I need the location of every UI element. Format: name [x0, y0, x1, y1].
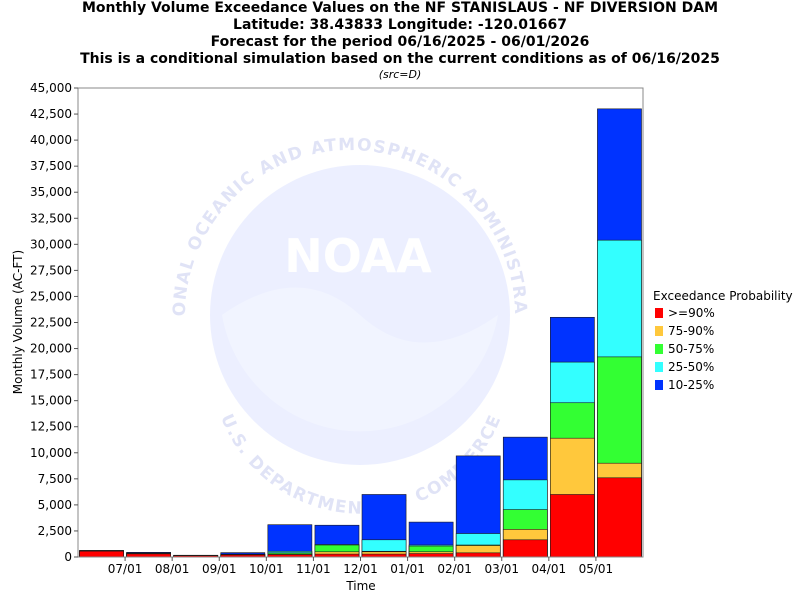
bar-1-9	[455, 552, 501, 558]
legend-items: >=90% 75-90% 50-75% 25-50% 10-25%	[653, 304, 800, 394]
chart-title-line-4: This is a conditional simulation based o…	[80, 51, 720, 67]
legend-swatch	[655, 308, 663, 318]
y-tick-label: 22,500	[30, 316, 72, 330]
noaa-watermark: NOAA NATIONAL OCEANIC AND ATMOSPHERIC AD…	[0, 0, 529, 519]
legend-item: 50-75%	[653, 340, 800, 358]
bar-1-12	[597, 477, 642, 558]
x-tick-label: 09/01	[202, 562, 237, 576]
x-tick-label: 03/01	[484, 562, 519, 576]
y-tick-label: 30,000	[30, 237, 72, 251]
legend-label: >=90%	[668, 306, 715, 320]
legend-item: 75-90%	[653, 322, 800, 340]
y-tick-label: 17,500	[30, 368, 72, 382]
x-tick-label: 08/01	[155, 562, 190, 576]
bar-1-8	[408, 553, 454, 558]
chart-title-line-1: Monthly Volume Exceedance Values on the …	[81, 0, 719, 16]
axes-group: 0 2,500 5,000 7,500 10,000 12,500 15,000 17,500…	[30, 81, 644, 576]
x-tick-label: 05/01	[579, 562, 614, 576]
chart-title-line-3: Forecast for the period 06/16/2025 - 06/…	[210, 34, 590, 50]
y-axis-label: Monthly Volume (AC-FT)	[11, 250, 25, 394]
y-tick-label: 0	[64, 550, 72, 564]
bars-group	[79, 108, 642, 558]
y-tick-label: 40,000	[30, 133, 72, 147]
x-tick-label: 10/01	[249, 562, 284, 576]
legend-swatch	[655, 326, 663, 336]
y-tick-label: 37,500	[30, 159, 72, 173]
legend: Exceedance Probability >=90% 75-90% 50-75%…	[653, 289, 800, 394]
y-tick-label: 42,500	[30, 107, 72, 121]
legend-label: 10-25%	[668, 378, 715, 392]
legend-item: >=90%	[653, 304, 800, 322]
legend-label: 50-75%	[668, 342, 715, 356]
y-tick-label: 15,000	[30, 394, 72, 408]
chart-titles: Monthly Volume Exceedance Values on the …	[0, 0, 800, 82]
x-tick-label: 07/01	[108, 562, 143, 576]
x-tick-label: 01/01	[390, 562, 425, 576]
y-tick-label: 10,000	[30, 446, 72, 460]
bar-1-10	[502, 539, 548, 558]
y-tick-label: 35,000	[30, 185, 72, 199]
legend-label: 25-50%	[668, 360, 715, 374]
x-tick-label: 11/01	[296, 562, 331, 576]
legend-swatch	[655, 380, 663, 390]
y-tick-label: 25,000	[30, 289, 72, 303]
chart-title-line-2: Latitude: 38.43833 Longitude: -120.01667	[233, 17, 567, 33]
bar-1-11	[550, 494, 595, 558]
y-tick-label: 7,500	[38, 472, 72, 486]
x-tick-label: 04/01	[532, 562, 567, 576]
legend-item: 10-25%	[653, 376, 800, 394]
legend-label: 75-90%	[668, 324, 715, 338]
y-tick-label: 5,000	[38, 498, 72, 512]
y-tick-label: 27,500	[30, 263, 72, 277]
noaa-logo-text: NOAA	[284, 229, 432, 283]
legend-item: 25-50%	[653, 358, 800, 376]
y-tick-label: 2,500	[38, 524, 72, 538]
x-axis-label: Time	[345, 579, 375, 593]
chart-subtitle: (src=D)	[378, 68, 422, 81]
x-tick-label: 02/01	[437, 562, 472, 576]
y-tick-label: 20,000	[30, 342, 72, 356]
legend-swatch	[655, 362, 663, 372]
legend-swatch	[655, 344, 663, 354]
y-tick-label: 12,500	[30, 420, 72, 434]
legend-title: Exceedance Probability	[653, 289, 793, 303]
bar-1-1	[79, 550, 124, 558]
y-tick-label: 45,000	[30, 81, 72, 95]
x-tick-label: 12/01	[343, 562, 378, 576]
y-tick-label: 32,500	[30, 211, 72, 225]
